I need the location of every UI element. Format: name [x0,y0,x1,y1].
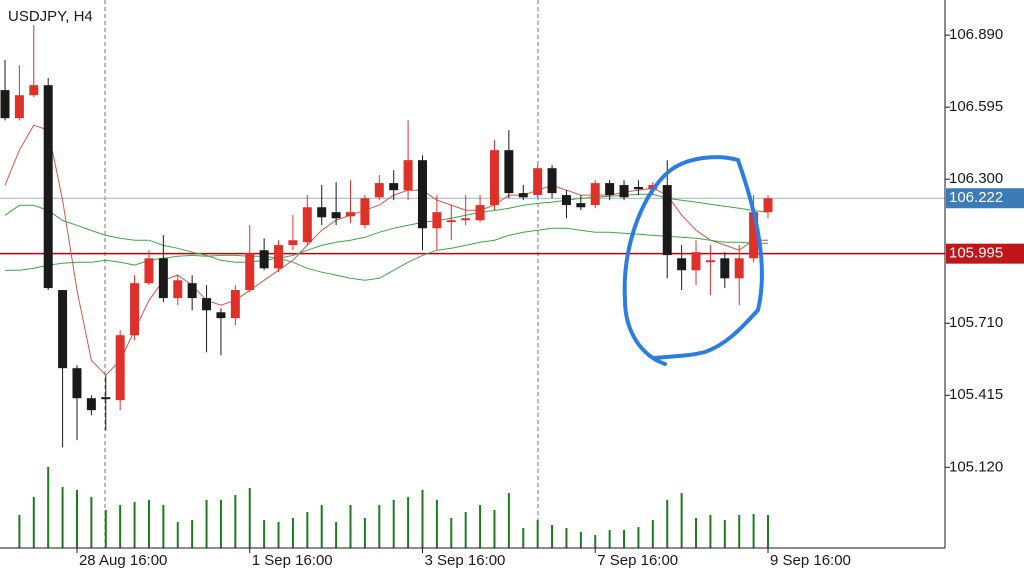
candle-body [360,198,370,226]
candle-body [677,258,687,271]
candle-body [518,193,528,198]
candle-body [605,183,615,196]
candle-body [691,252,701,271]
candle-body [302,207,312,243]
candle-body [461,218,471,221]
x-tick-label: 3 Sep 16:00 [424,552,505,569]
candle-body [14,95,24,119]
candle-body [158,258,168,299]
price-label: 105.995 [949,245,1003,262]
candle-body [619,185,629,198]
candle-body [533,168,543,196]
candle-body [633,187,643,190]
x-tick-label: 9 Sep 16:00 [770,552,851,569]
candle-body [590,183,600,206]
candle-body [763,198,773,213]
candle-body [662,185,672,256]
candle-body [58,290,68,369]
candle-body [130,283,140,336]
price-label-box [946,243,1024,264]
candle-body [346,212,356,217]
candle-body [259,250,269,269]
x-tick-label: 7 Sep 16:00 [597,552,678,569]
candle-body [43,85,53,289]
candle-body [101,397,111,400]
candle-body [432,212,442,229]
candle-body [417,160,427,229]
indicator-line [4,124,768,376]
candle-body [374,183,384,198]
candle-body [202,298,212,311]
candle-body [561,195,571,206]
x-tick-label: 28 Aug 16:00 [79,552,167,569]
candle-body [389,183,399,191]
candle-body [72,368,82,399]
candle-body [0,90,10,119]
candle-body [475,205,485,221]
candle-body [288,240,298,246]
candle-body [705,260,715,263]
y-tick-label: 105.415 [949,386,1003,403]
candle-body [230,290,240,319]
candle-body [216,312,226,319]
candle-body [720,258,730,279]
candle-body [446,220,456,223]
candle-body [317,207,327,218]
candle-body [504,150,514,194]
y-tick-label: 106.595 [949,98,1003,115]
candle-body [274,245,284,269]
indicator-line [4,193,769,263]
candle-body [576,203,586,208]
candle-body [331,212,341,219]
indicator-line [5,227,768,281]
candle-body [86,398,96,411]
candle-body [489,150,499,206]
x-tick-label: 1 Sep 16:00 [252,552,333,569]
candle-body [115,335,125,401]
y-tick-label: 105.120 [949,458,1003,475]
chart-title: USDJPY, H4 [8,8,93,25]
y-tick-label: 105.710 [949,314,1003,331]
candle-body [187,283,197,299]
candle-body [734,258,744,279]
price-label: 106.222 [949,189,1003,206]
candle-body [144,258,154,284]
plot-area [0,25,945,548]
price-label-box [946,188,1024,209]
candle-body [245,253,255,291]
annotation-ellipse [622,155,764,366]
candle-body [749,212,759,259]
y-tick-label: 106.300 [949,170,1003,187]
candle-body [403,160,413,191]
candle-body [29,85,39,96]
candle-body [173,280,183,299]
y-tick-label: 106.890 [949,26,1003,43]
candle-body [547,168,557,194]
